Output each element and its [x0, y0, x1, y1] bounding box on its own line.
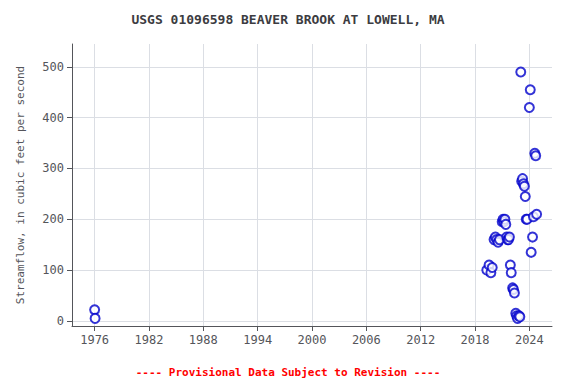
svg-text:400: 400 — [42, 111, 64, 125]
svg-text:2012: 2012 — [406, 333, 435, 347]
svg-text:1988: 1988 — [189, 333, 218, 347]
svg-text:500: 500 — [42, 60, 64, 74]
svg-text:USGS 01096598 BEAVER BROOK AT: USGS 01096598 BEAVER BROOK AT LOWELL, MA — [131, 12, 444, 27]
svg-text:2018: 2018 — [461, 333, 490, 347]
svg-text:200: 200 — [42, 212, 64, 226]
svg-text:0: 0 — [57, 314, 64, 328]
svg-text:1982: 1982 — [135, 333, 164, 347]
svg-text:300: 300 — [42, 161, 64, 175]
svg-text:100: 100 — [42, 263, 64, 277]
svg-text:---- Provisional Data Subject: ---- Provisional Data Subject to Revisio… — [136, 366, 441, 379]
svg-text:1976: 1976 — [80, 333, 109, 347]
svg-text:2006: 2006 — [352, 333, 381, 347]
svg-text:2024: 2024 — [515, 333, 544, 347]
svg-text:2000: 2000 — [298, 333, 327, 347]
svg-text:1994: 1994 — [243, 333, 272, 347]
svg-text:Streamflow, in cubic feet per: Streamflow, in cubic feet per second — [14, 66, 27, 304]
